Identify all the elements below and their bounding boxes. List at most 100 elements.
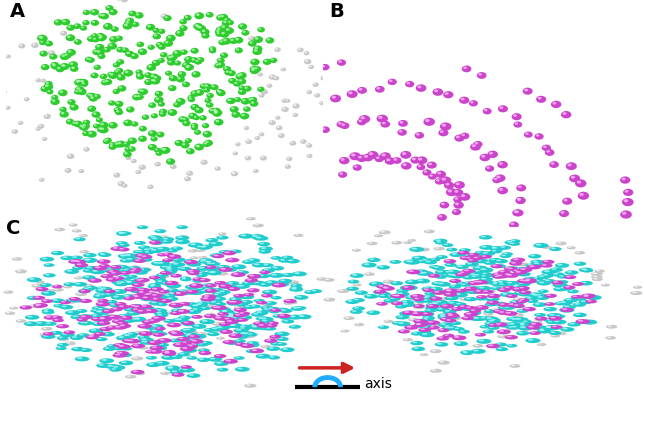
Circle shape bbox=[448, 284, 461, 289]
Circle shape bbox=[69, 297, 81, 301]
Circle shape bbox=[450, 321, 461, 325]
Circle shape bbox=[231, 272, 246, 277]
Circle shape bbox=[456, 342, 461, 344]
Circle shape bbox=[143, 293, 155, 297]
Circle shape bbox=[200, 260, 204, 262]
Circle shape bbox=[436, 179, 440, 181]
Circle shape bbox=[123, 184, 125, 186]
Circle shape bbox=[545, 280, 550, 281]
Circle shape bbox=[245, 305, 250, 307]
Circle shape bbox=[92, 10, 95, 12]
Circle shape bbox=[180, 276, 191, 280]
Circle shape bbox=[471, 316, 486, 321]
Circle shape bbox=[194, 278, 199, 279]
Circle shape bbox=[218, 63, 221, 65]
Circle shape bbox=[270, 310, 275, 312]
Circle shape bbox=[262, 320, 267, 321]
Circle shape bbox=[317, 277, 327, 281]
Circle shape bbox=[292, 288, 297, 290]
Circle shape bbox=[94, 95, 97, 97]
Circle shape bbox=[176, 76, 185, 82]
Circle shape bbox=[473, 350, 479, 351]
Circle shape bbox=[354, 299, 359, 300]
Circle shape bbox=[24, 321, 39, 326]
Circle shape bbox=[273, 76, 279, 81]
Circle shape bbox=[439, 361, 444, 363]
Circle shape bbox=[110, 307, 123, 311]
Circle shape bbox=[164, 253, 168, 254]
Circle shape bbox=[104, 48, 107, 50]
Circle shape bbox=[475, 297, 487, 301]
Circle shape bbox=[217, 90, 226, 96]
Circle shape bbox=[119, 360, 134, 366]
Circle shape bbox=[109, 304, 120, 307]
Circle shape bbox=[235, 142, 241, 146]
Circle shape bbox=[272, 309, 276, 310]
Circle shape bbox=[473, 317, 479, 319]
Circle shape bbox=[132, 268, 137, 269]
Circle shape bbox=[581, 268, 586, 270]
Circle shape bbox=[275, 332, 290, 337]
Circle shape bbox=[479, 340, 484, 341]
Circle shape bbox=[530, 331, 541, 335]
Circle shape bbox=[249, 289, 253, 290]
Circle shape bbox=[216, 89, 224, 94]
Circle shape bbox=[233, 294, 244, 298]
Circle shape bbox=[111, 26, 119, 32]
Circle shape bbox=[249, 323, 263, 328]
Circle shape bbox=[138, 48, 147, 55]
Circle shape bbox=[557, 280, 568, 284]
Circle shape bbox=[289, 287, 303, 292]
Circle shape bbox=[539, 275, 544, 277]
Circle shape bbox=[353, 164, 362, 171]
Circle shape bbox=[240, 294, 254, 299]
Circle shape bbox=[470, 275, 482, 279]
Circle shape bbox=[151, 75, 154, 77]
Circle shape bbox=[91, 269, 95, 270]
Circle shape bbox=[451, 280, 455, 281]
Circle shape bbox=[322, 65, 325, 67]
Circle shape bbox=[539, 329, 544, 331]
Circle shape bbox=[359, 120, 362, 122]
Circle shape bbox=[213, 288, 218, 290]
Circle shape bbox=[395, 305, 408, 308]
Circle shape bbox=[228, 333, 243, 338]
Circle shape bbox=[421, 330, 426, 332]
Circle shape bbox=[59, 91, 63, 93]
Circle shape bbox=[184, 332, 198, 337]
Circle shape bbox=[5, 106, 11, 110]
Circle shape bbox=[155, 151, 163, 156]
Circle shape bbox=[466, 287, 471, 289]
Circle shape bbox=[133, 259, 146, 263]
Circle shape bbox=[391, 301, 403, 305]
Circle shape bbox=[97, 34, 101, 36]
Circle shape bbox=[141, 289, 150, 292]
Circle shape bbox=[99, 253, 103, 254]
Circle shape bbox=[117, 74, 124, 79]
Circle shape bbox=[114, 343, 126, 347]
Circle shape bbox=[90, 279, 95, 281]
Circle shape bbox=[508, 326, 512, 328]
Circle shape bbox=[412, 295, 418, 296]
Circle shape bbox=[513, 287, 519, 290]
Circle shape bbox=[348, 300, 353, 302]
Circle shape bbox=[143, 251, 155, 254]
Circle shape bbox=[182, 329, 188, 331]
Circle shape bbox=[244, 107, 247, 109]
Circle shape bbox=[576, 251, 580, 253]
Circle shape bbox=[216, 236, 228, 240]
Circle shape bbox=[445, 325, 449, 327]
Circle shape bbox=[490, 324, 494, 325]
Circle shape bbox=[293, 234, 304, 237]
Circle shape bbox=[154, 333, 159, 335]
Circle shape bbox=[252, 281, 266, 285]
Circle shape bbox=[543, 274, 548, 275]
Circle shape bbox=[153, 346, 167, 350]
Circle shape bbox=[170, 274, 182, 278]
Circle shape bbox=[188, 96, 191, 98]
Circle shape bbox=[537, 343, 546, 346]
Circle shape bbox=[461, 298, 466, 299]
Circle shape bbox=[111, 368, 116, 370]
Circle shape bbox=[234, 339, 246, 343]
Circle shape bbox=[508, 293, 518, 297]
